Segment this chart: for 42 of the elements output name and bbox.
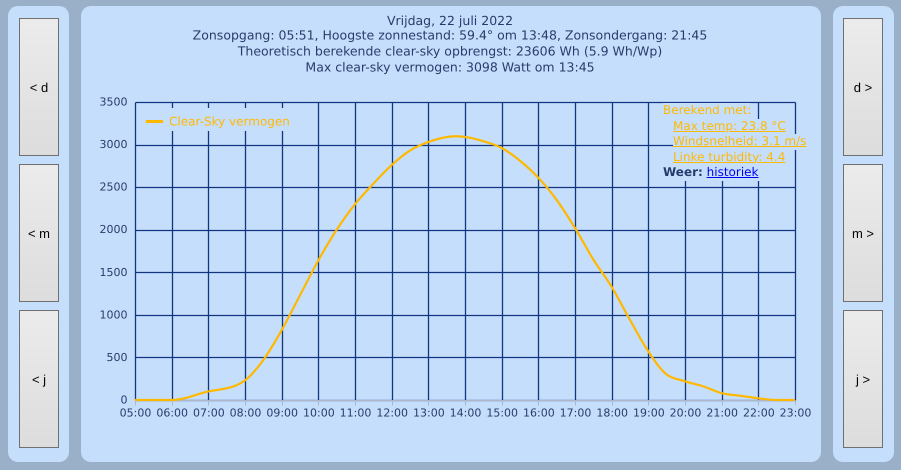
x-tick-label: 13:00 (412, 406, 445, 420)
y-tick-label: 2500 (100, 180, 128, 194)
y-tick-label: 500 (106, 350, 128, 364)
y-tick-label: 2000 (100, 223, 128, 236)
x-tick-label: 09:00 (266, 406, 298, 420)
y-tick-label: 1000 (100, 308, 128, 322)
x-tick-label: 22:00 (742, 406, 775, 420)
chart-title: Vrijdag, 22 juli 2022 (386, 13, 514, 28)
x-tick-label: 10:00 (302, 406, 335, 420)
annotation: Linke turbidity: 4.4 (673, 150, 786, 165)
text: m > (843, 164, 883, 302)
text: < m (19, 164, 59, 302)
x-tick-label: 23:00 (780, 406, 812, 420)
chart-subtitle: Zonsopgang: 05:51, Hoogste zonnestand: 59.4° om 13:48, Zonsondergang: 21:45 Theoretisch berekende clear-sky opbrengst: 23606 Wh (5.9 Wh/Wp) Max clear-sky vermogen: 3098 Watt om 13:45 (192, 28, 708, 74)
x-tick-label: 20:00 (670, 406, 702, 420)
x-tick-label: 11:00 (340, 406, 372, 420)
y-tick-label: 3500 (100, 96, 128, 108)
y-tick-label: 1500 (100, 266, 128, 279)
x-tick-label: 06:00 (156, 406, 188, 420)
x-tick-label: 15:00 (486, 406, 518, 420)
x-tick-label: 16:00 (522, 406, 555, 420)
legend-label: Clear-Sky vermogen (169, 114, 290, 128)
x-tick-label: 18:00 (596, 406, 628, 420)
x-tick-label: 12:00 (376, 406, 408, 420)
text: d > (843, 18, 883, 156)
annotation: Weer: (663, 165, 703, 179)
x-tick-label: 14:00 (450, 406, 482, 420)
x-tick-label: 21:00 (706, 406, 738, 420)
x-tick-label: 05:00 (120, 406, 152, 420)
text: < j (19, 310, 59, 448)
y-tick-label: 0 (120, 394, 128, 406)
x-tick-label: 08:00 (230, 406, 262, 420)
x-tick-label: 07:00 (192, 406, 225, 420)
x-tick-label: 17:00 (560, 406, 592, 420)
text: < d (19, 18, 59, 156)
annotation: Berekend met: (663, 103, 752, 118)
text: j > (843, 310, 883, 448)
annotation: Windsnelheid: 3.1 m/s (673, 134, 806, 150)
x-tick-label: 19:00 (632, 406, 665, 420)
annotation: Max temp: 23.8 °C (673, 118, 786, 134)
annotation: historiek (706, 165, 762, 179)
y-tick-label: 3000 (100, 138, 128, 152)
